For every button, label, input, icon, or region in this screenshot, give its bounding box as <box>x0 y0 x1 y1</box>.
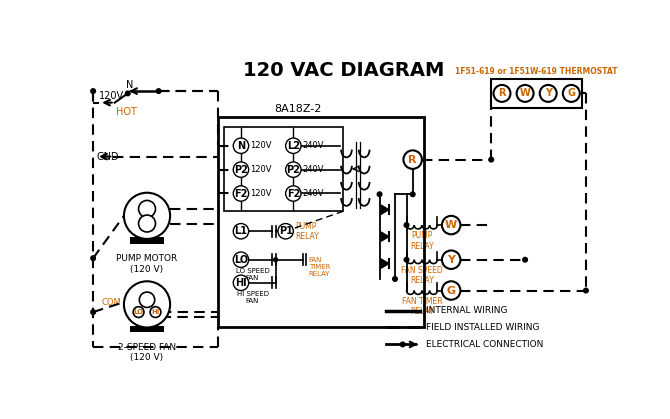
Text: 240V: 240V <box>303 189 324 198</box>
Circle shape <box>124 193 170 239</box>
Bar <box>130 326 164 332</box>
Text: LO: LO <box>133 309 143 315</box>
Text: LO: LO <box>234 255 248 265</box>
Text: 120 VAC DIAGRAM: 120 VAC DIAGRAM <box>243 61 444 80</box>
Text: P2: P2 <box>286 165 300 175</box>
Circle shape <box>233 162 249 177</box>
Text: 1F51-619 or 1F51W-619 THERMOSTAT: 1F51-619 or 1F51W-619 THERMOSTAT <box>456 67 618 76</box>
Text: 120V: 120V <box>250 141 272 150</box>
Text: G: G <box>567 88 576 98</box>
Polygon shape <box>381 259 389 268</box>
Text: GND: GND <box>96 152 119 162</box>
Text: F2: F2 <box>287 189 300 199</box>
Text: R: R <box>498 88 506 98</box>
Circle shape <box>278 223 293 239</box>
Circle shape <box>584 288 588 293</box>
Text: R: R <box>409 155 417 165</box>
Bar <box>130 238 164 243</box>
Circle shape <box>91 310 95 314</box>
Text: ELECTRICAL CONNECTION: ELECTRICAL CONNECTION <box>425 340 543 349</box>
Text: 240V: 240V <box>303 141 324 150</box>
Text: HI: HI <box>151 309 159 315</box>
Circle shape <box>233 252 249 267</box>
Circle shape <box>442 216 460 234</box>
Text: HI: HI <box>235 278 247 288</box>
Text: P1: P1 <box>279 226 293 236</box>
Bar <box>224 127 343 211</box>
Text: 2-SPEED FAN
(120 V): 2-SPEED FAN (120 V) <box>118 343 176 362</box>
Polygon shape <box>381 232 389 241</box>
Circle shape <box>494 85 511 102</box>
Text: FIELD INSTALLED WIRING: FIELD INSTALLED WIRING <box>425 323 539 332</box>
Circle shape <box>563 85 580 102</box>
Circle shape <box>540 85 557 102</box>
Text: W: W <box>520 88 531 98</box>
Circle shape <box>523 257 527 262</box>
Text: PUMP
RELAY: PUMP RELAY <box>410 231 433 251</box>
Text: 120V: 120V <box>250 189 272 198</box>
Polygon shape <box>381 205 389 214</box>
Text: INTERNAL WIRING: INTERNAL WIRING <box>425 306 507 315</box>
Circle shape <box>139 215 155 232</box>
Circle shape <box>125 91 130 96</box>
Circle shape <box>273 258 277 261</box>
Text: FAN SPEED
RELAY: FAN SPEED RELAY <box>401 266 443 285</box>
Text: L2: L2 <box>287 141 300 151</box>
Text: HOT: HOT <box>116 107 137 117</box>
Circle shape <box>404 257 409 262</box>
Circle shape <box>442 281 460 300</box>
Circle shape <box>393 277 397 281</box>
Circle shape <box>139 200 155 217</box>
Text: FAN TIMER
RELAY: FAN TIMER RELAY <box>401 297 442 316</box>
Circle shape <box>403 150 422 169</box>
Circle shape <box>517 85 533 102</box>
Bar <box>491 79 582 108</box>
Text: HI SPEED
FAN: HI SPEED FAN <box>237 291 269 304</box>
Text: LO SPEED
FAN: LO SPEED FAN <box>236 268 269 281</box>
Circle shape <box>442 251 460 269</box>
Text: Y: Y <box>447 255 455 265</box>
Text: 120V: 120V <box>250 165 272 174</box>
Circle shape <box>233 138 249 153</box>
Text: G: G <box>447 285 456 295</box>
Circle shape <box>91 256 95 261</box>
Text: F2: F2 <box>234 189 248 199</box>
Circle shape <box>285 138 301 153</box>
Circle shape <box>410 192 415 197</box>
Circle shape <box>377 192 382 197</box>
Circle shape <box>285 162 301 177</box>
Circle shape <box>233 223 249 239</box>
Text: N: N <box>126 80 133 91</box>
Circle shape <box>133 307 144 318</box>
Circle shape <box>156 89 161 93</box>
Circle shape <box>285 186 301 201</box>
Circle shape <box>489 157 494 162</box>
Text: W: W <box>445 220 458 230</box>
Text: L1: L1 <box>234 226 247 236</box>
Circle shape <box>139 292 155 308</box>
Text: P2: P2 <box>234 165 248 175</box>
Text: COM: COM <box>102 297 122 307</box>
Text: Y: Y <box>545 88 551 98</box>
Bar <box>218 117 424 327</box>
Circle shape <box>233 186 249 201</box>
Circle shape <box>404 223 409 228</box>
Circle shape <box>401 342 405 347</box>
Circle shape <box>233 275 249 290</box>
Text: PUMP
RELAY: PUMP RELAY <box>295 222 319 241</box>
Circle shape <box>91 89 95 93</box>
Text: 240V: 240V <box>303 165 324 174</box>
Text: 120V: 120V <box>99 91 125 101</box>
Circle shape <box>150 307 161 318</box>
Text: 8A18Z-2: 8A18Z-2 <box>274 104 322 114</box>
Text: FAN
TIMER
RELAY: FAN TIMER RELAY <box>309 257 330 277</box>
Text: N: N <box>237 141 245 151</box>
Text: PUMP MOTOR
(120 V): PUMP MOTOR (120 V) <box>117 254 178 274</box>
Circle shape <box>124 281 170 328</box>
